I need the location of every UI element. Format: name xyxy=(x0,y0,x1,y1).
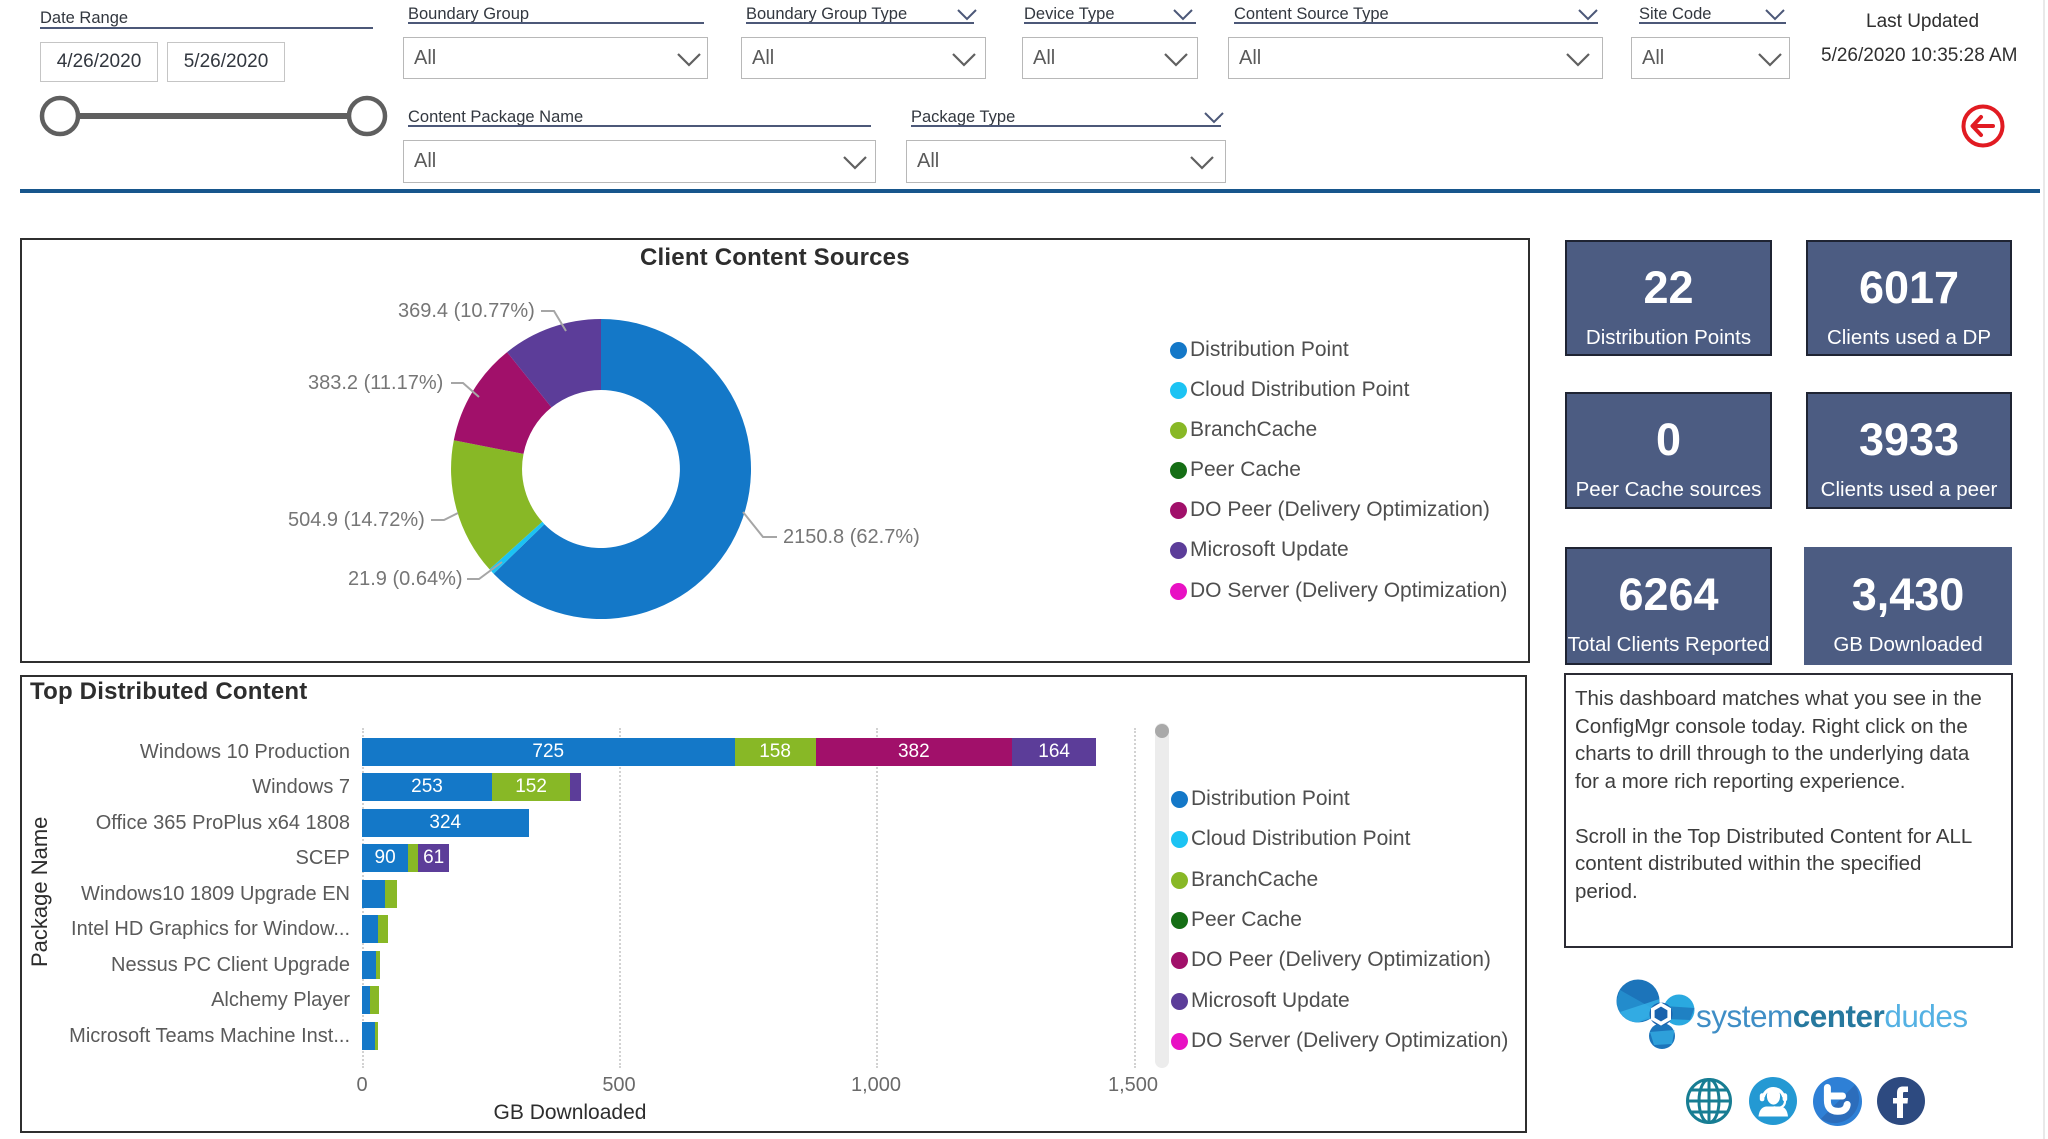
svg-text:systemcenterdudes: systemcenterdudes xyxy=(1696,998,1968,1034)
